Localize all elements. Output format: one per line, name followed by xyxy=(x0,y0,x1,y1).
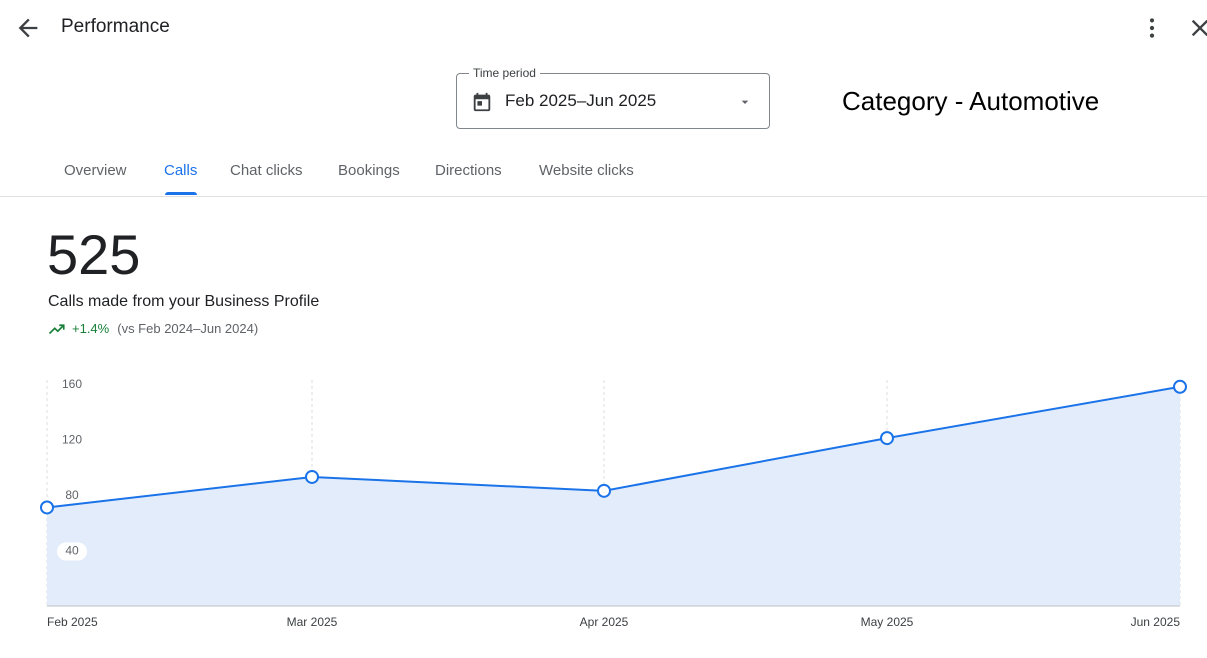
metric-description: Calls made from your Business Profile xyxy=(48,293,320,310)
data-point[interactable] xyxy=(305,469,319,484)
total-calls-value: 525 xyxy=(47,223,141,286)
x-tick-label: Mar 2025 xyxy=(287,615,338,629)
y-tick-label: 120 xyxy=(62,433,82,447)
tab-chat-clicks[interactable]: Chat clicks xyxy=(230,162,303,179)
x-tick-label: May 2025 xyxy=(861,615,914,629)
y-tick-label: 40 xyxy=(65,544,79,558)
more-vert-icon xyxy=(1149,18,1155,38)
x-tick-label: Apr 2025 xyxy=(580,615,629,629)
chart-area xyxy=(47,386,1180,606)
x-tick-label: Jun 2025 xyxy=(1131,615,1181,629)
tab-directions[interactable]: Directions xyxy=(435,162,502,179)
tab-bookings[interactable]: Bookings xyxy=(338,162,400,179)
y-tick-label: 80 xyxy=(65,488,79,502)
metric-tabs: Overview Calls Chat clicks Bookings Dire… xyxy=(0,150,1207,197)
data-point[interactable] xyxy=(597,483,611,498)
data-point[interactable] xyxy=(1173,379,1187,394)
active-tab-indicator xyxy=(165,192,197,195)
page-title: Performance xyxy=(61,16,170,37)
close-button[interactable] xyxy=(1186,14,1207,42)
tab-website-clicks[interactable]: Website clicks xyxy=(539,162,634,179)
trending-up-icon xyxy=(48,323,65,334)
trend-summary: +1.4% (vs Feb 2024–Jun 2024) xyxy=(48,321,258,336)
tab-overview[interactable]: Overview xyxy=(64,162,127,179)
tab-calls[interactable]: Calls xyxy=(164,162,198,179)
dropdown-arrow-icon xyxy=(741,100,749,104)
data-point[interactable] xyxy=(880,431,894,446)
y-tick-background xyxy=(57,542,87,561)
data-point[interactable] xyxy=(40,500,54,515)
category-label: Category - Automotive xyxy=(842,86,1100,116)
back-button[interactable] xyxy=(14,14,42,42)
time-period-value: Feb 2025–Jun 2025 xyxy=(505,91,657,110)
y-tick-label: 160 xyxy=(62,377,82,391)
time-period-label: Time period xyxy=(469,66,540,80)
more-options-button[interactable] xyxy=(1138,14,1166,42)
close-icon xyxy=(1191,19,1207,37)
calendar-icon xyxy=(473,92,491,112)
time-period-select[interactable]: Time period Feb 2025–Jun 2025 xyxy=(456,66,770,129)
arrow-back-icon xyxy=(18,18,38,38)
calls-chart: 40 80 120 160 Feb 2025 Mar 2025 Apr 2025 May 2… xyxy=(40,377,1187,629)
x-tick-label: Feb 2025 xyxy=(47,615,98,629)
trend-delta: +1.4% xyxy=(72,321,110,336)
trend-comparison: (vs Feb 2024–Jun 2024) xyxy=(117,321,259,336)
